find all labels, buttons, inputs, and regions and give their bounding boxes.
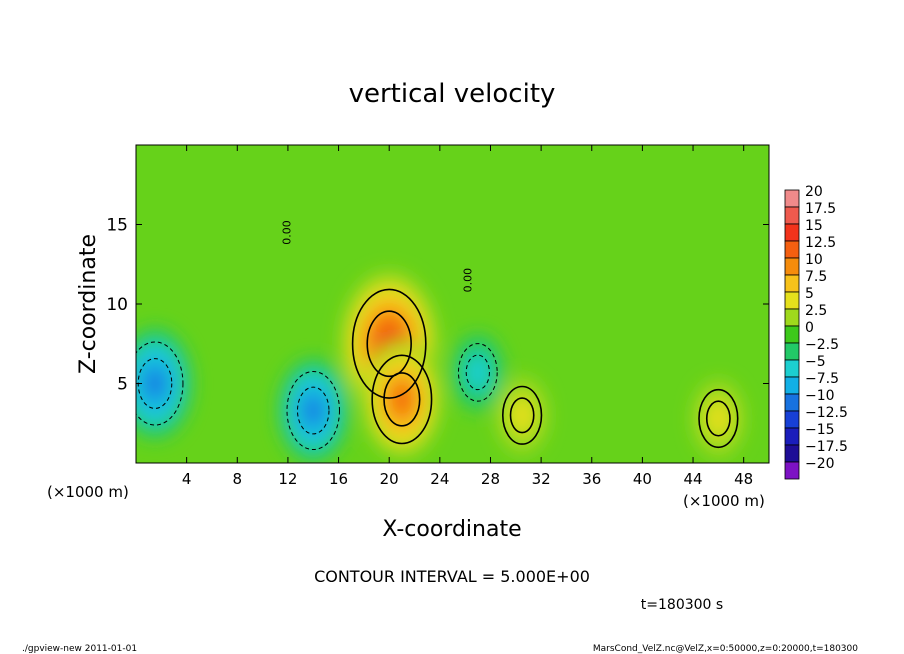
colorbar-label: 5	[805, 286, 814, 302]
x-tick-label: 8	[233, 470, 243, 488]
colorbar-label: −10	[805, 388, 835, 404]
contour-interval-text: CONTOUR INTERVAL = 5.000E+00	[314, 567, 590, 586]
colorbar-swatch	[784, 257, 800, 276]
updraft-contour	[501, 385, 543, 445]
x-axis-label: X-coordinate	[382, 517, 521, 542]
x-tick-label: 48	[734, 470, 753, 488]
x-tick-label: 16	[329, 470, 348, 488]
x-tick-label: 40	[633, 470, 652, 488]
colorbar-swatch	[784, 325, 800, 344]
downdraft-contour	[286, 371, 340, 451]
colorbar-label: 12.5	[805, 235, 836, 251]
colorbar-label: 0	[805, 320, 814, 336]
colorbar-label: −7.5	[805, 371, 839, 387]
colorbar: 2017.51512.5107.552.50−2.5−5−7.5−10−12.5…	[784, 184, 848, 480]
updraft-contour	[383, 372, 421, 427]
colorbar-swatch	[784, 444, 800, 463]
colorbar-label: −2.5	[805, 337, 839, 353]
colorbar-label: −15	[805, 422, 835, 438]
colorbar-label: 10	[805, 252, 823, 268]
colorbar-label: 2.5	[805, 303, 827, 319]
colorbar-label: 7.5	[805, 269, 827, 285]
updraft-shade	[705, 399, 732, 438]
downdraft-contour	[136, 341, 184, 426]
colorbar-label: 17.5	[805, 201, 836, 217]
updraft-shade	[393, 387, 410, 412]
y-tick-label: 5	[117, 375, 128, 395]
colorbar-swatch	[784, 291, 800, 310]
field-background	[136, 145, 769, 463]
updraft-contour	[351, 288, 427, 399]
downdraft-contour	[296, 386, 330, 435]
x-unit-right: (×1000 m)	[683, 492, 765, 510]
colorbar-label: −20	[805, 456, 835, 472]
x-tick-label: 28	[481, 470, 500, 488]
x-tick-label: 4	[182, 470, 192, 488]
colorbar-swatch	[784, 410, 800, 429]
updraft-contour	[509, 397, 535, 434]
footer-left: ./gpview-new 2011-01-01	[22, 644, 137, 654]
updraft-contour	[705, 400, 731, 437]
downdraft-shade	[304, 397, 322, 424]
colorbar-label: 15	[805, 218, 823, 234]
downdraft-shade	[464, 353, 491, 392]
x-unit-left: (×1000 m)	[47, 483, 129, 501]
contour-zero-label: 0.00	[280, 220, 293, 245]
updraft-contour	[698, 388, 739, 449]
footer-right: MarsCond_VelZ.nc@VelZ,x=0:50000,z=0:2000…	[593, 644, 858, 654]
x-tick-label: 12	[278, 470, 297, 488]
updraft-contour	[366, 310, 412, 378]
colorbar-swatch	[784, 189, 800, 208]
colorbar-swatch	[784, 461, 800, 480]
updraft-shade	[509, 396, 536, 435]
updraft-contour	[371, 354, 433, 445]
plot-area: 0.00 0.00	[136, 145, 769, 463]
colorbar-label: 20	[805, 184, 823, 200]
colorbar-swatch	[784, 376, 800, 395]
colorbar-label: −12.5	[805, 405, 848, 421]
x-tick-label: 36	[582, 470, 601, 488]
colorbar-swatch	[784, 359, 800, 378]
y-axis-label: Z-coordinate	[76, 234, 101, 374]
colorbar-swatch	[784, 274, 800, 293]
x-tick-label: 44	[683, 470, 702, 488]
time-label: t=180300 s	[641, 597, 723, 613]
downdraft-contour	[457, 343, 498, 402]
colorbar-swatch	[784, 223, 800, 242]
colorbar-label: −5	[805, 354, 826, 370]
colorbar-swatch	[784, 206, 800, 225]
colorbar-swatch	[784, 427, 800, 446]
x-tick-label: 32	[532, 470, 551, 488]
colorbar-swatch	[784, 308, 800, 327]
x-tick-label: 20	[380, 470, 399, 488]
colorbar-swatch	[784, 342, 800, 361]
downdraft-shade	[145, 369, 165, 398]
y-tick-label: 15	[106, 216, 128, 236]
x-tick-label: 24	[430, 470, 449, 488]
y-tick-label: 10	[106, 295, 128, 315]
contour-zero-label: 0.00	[461, 268, 474, 293]
colorbar-label: −17.5	[805, 439, 848, 455]
downdraft-contour	[465, 354, 490, 391]
colorbar-swatch	[784, 393, 800, 412]
chart-title: vertical velocity	[349, 79, 556, 109]
colorbar-swatch	[784, 240, 800, 259]
